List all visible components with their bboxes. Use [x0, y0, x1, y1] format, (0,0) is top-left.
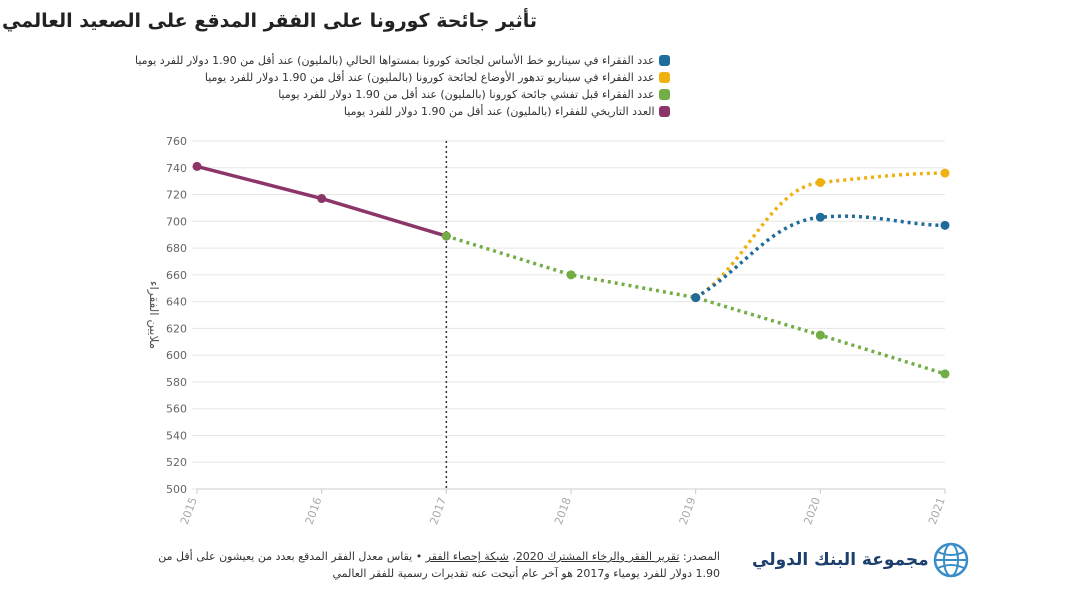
legend-item[interactable]: العدد التاريخي للفقراء (بالمليون) عند أق… — [135, 103, 670, 120]
x-tick-label: 2021 — [926, 496, 948, 527]
y-tick-label: 540 — [166, 429, 187, 442]
data-point — [691, 293, 701, 303]
y-tick-label: 700 — [166, 215, 187, 228]
x-tick-label: 2016 — [303, 496, 325, 527]
source-link-report[interactable]: تقرير الفقر والرخاء المشترك 2020 — [515, 550, 680, 563]
y-tick-label: 600 — [166, 349, 187, 362]
line-chart: 500 520 540 560 580 600 620 640 660 680 700 720 740 7… — [146, 135, 950, 527]
source-note: المصدر: تقرير الفقر والرخاء المشترك 2020… — [150, 548, 720, 582]
data-point — [192, 161, 202, 171]
data-point — [317, 194, 327, 204]
y-tick-label: 520 — [166, 456, 187, 469]
series-line — [694, 214, 946, 300]
series-line — [445, 234, 946, 376]
chart-title: تأثير جائحة كورونا على الفقر المدقع على … — [2, 10, 537, 32]
source-link-pip[interactable]: شبكة إحصاء الفقر — [425, 550, 509, 563]
y-axis-label: ملايين الفقراء — [146, 281, 161, 349]
legend-swatch — [658, 106, 670, 117]
source-prefix: المصدر: — [679, 550, 720, 563]
legend-label: عدد الفقراء قبل تفشي جائحة كورونا (بالمل… — [278, 88, 655, 101]
legend-label: عدد الفقراء في سيناريو تدهور الأوضاع لجا… — [204, 71, 655, 84]
data-point — [441, 231, 451, 241]
legend-swatch — [658, 72, 670, 83]
legend-swatch — [658, 89, 670, 100]
globe-icon — [933, 542, 968, 578]
data-point — [940, 168, 950, 178]
y-tick-label: 760 — [166, 135, 187, 148]
data-point — [815, 330, 825, 340]
x-tick-label: 2019 — [677, 496, 699, 527]
legend-item[interactable]: عدد الفقراء في سيناريو تدهور الأوضاع لجا… — [135, 69, 670, 86]
legend: عدد الفقراء في سيناريو خط الأساس لجائحة … — [135, 52, 670, 120]
legend-label: عدد الفقراء في سيناريو خط الأساس لجائحة … — [135, 54, 655, 67]
logo-text: مجموعة البنك الدولي — [752, 550, 929, 570]
x-tick-label: 2020 — [801, 496, 823, 527]
series-line — [694, 171, 946, 300]
y-tick-label: 720 — [166, 189, 187, 202]
x-tick-label: 2017 — [427, 496, 449, 527]
world-bank-logo: مجموعة البنك الدولي — [752, 542, 969, 578]
data-point — [940, 369, 950, 379]
legend-item[interactable]: عدد الفقراء قبل تفشي جائحة كورونا (بالمل… — [135, 86, 670, 103]
data-point — [940, 220, 950, 230]
y-tick-label: 640 — [166, 296, 187, 309]
y-tick-label: 560 — [166, 403, 187, 416]
source-separator: ، — [508, 550, 516, 563]
y-tick-label: 620 — [166, 322, 187, 335]
legend-item[interactable]: عدد الفقراء في سيناريو خط الأساس لجائحة … — [135, 52, 670, 69]
legend-swatch — [658, 55, 670, 66]
y-tick-label: 740 — [166, 162, 187, 175]
x-tick-label: 2015 — [178, 496, 200, 527]
data-point — [815, 212, 825, 222]
y-tick-label: 680 — [166, 242, 187, 255]
y-tick-label: 660 — [166, 269, 187, 282]
y-tick-label: 500 — [166, 483, 187, 496]
source-text: • يقاس معدل الفقر المدقع بعدد من يعيشون … — [158, 550, 720, 580]
data-point — [566, 270, 576, 280]
x-tick-label: 2018 — [552, 496, 574, 527]
data-point — [815, 177, 825, 187]
y-tick-label: 580 — [166, 376, 187, 389]
legend-label: العدد التاريخي للفقراء (بالمليون) عند أق… — [343, 105, 655, 118]
